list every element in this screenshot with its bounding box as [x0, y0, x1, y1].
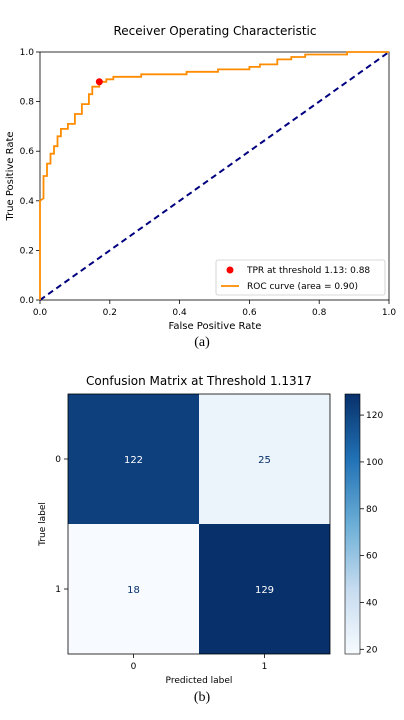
- cm-cell-value: 25: [258, 455, 271, 466]
- cm-cell: [199, 394, 330, 524]
- legend-entry-curve: ROC curve (area = 0.90): [247, 282, 358, 292]
- roc-legend: TPR at threshold 1.13: 0.88 ROC curve (a…: [215, 259, 386, 296]
- cm-x-tick-label: 0: [131, 662, 137, 672]
- cm-cell: [199, 524, 330, 654]
- chance-diagonal-line: [39, 51, 390, 301]
- roc-x-tick-label: 1.0: [382, 308, 397, 318]
- cm-y-ticks: 01: [55, 455, 68, 595]
- colorbar-tick-label: 120: [366, 411, 383, 421]
- legend-entry-marker: TPR at threshold 1.13: 0.88: [246, 266, 370, 276]
- roc-curve-line: [39, 51, 389, 300]
- colorbar-tick-label: 20: [366, 645, 378, 655]
- roc-y-tick-label: 0.0: [20, 296, 35, 306]
- colorbar-ticks: 20 40 60 80 100 120: [360, 411, 383, 655]
- colorbar-tick-label: 40: [366, 598, 378, 608]
- colorbar-tick-label: 80: [366, 505, 378, 515]
- cm-frame: [67, 393, 331, 655]
- roc-y-axis-label: True Positive Rate: [5, 131, 16, 221]
- colorbar: [344, 393, 361, 655]
- roc-y-tick-label: 1.0: [20, 48, 35, 58]
- cm-x-axis-label: Predicted label: [166, 676, 233, 686]
- caption-a: (a): [194, 335, 210, 350]
- roc-x-axis-label: False Positive Rate: [169, 321, 262, 332]
- roc-x-tick-label: 0.8: [312, 308, 327, 318]
- roc-x-tick-label: 0.4: [172, 308, 187, 318]
- roc-y-tick-label: 0.8: [20, 98, 35, 108]
- roc-chart: Receiver Operating Characteristic 0.0 0.2…: [5, 24, 396, 350]
- roc-x-ticks: 0.0 0.2 0.4 0.6 0.8 1.0: [33, 300, 397, 318]
- cm-cell-value: 18: [127, 585, 140, 596]
- roc-title: Receiver Operating Characteristic: [113, 24, 316, 38]
- cm-y-tick-label: 0: [55, 455, 61, 465]
- cm-y-tick-label: 1: [55, 585, 61, 595]
- roc-y-tick-label: 0.4: [20, 197, 35, 207]
- roc-y-ticks: 0.0 0.2 0.4 0.6 0.8 1.0: [20, 48, 40, 306]
- cm-cell: [68, 524, 199, 654]
- roc-x-tick-label: 0.6: [242, 308, 257, 318]
- cm-cells: 122 25 18 129: [68, 394, 330, 654]
- roc-x-tick-label: 0.2: [103, 308, 117, 318]
- cm-cell-value: 129: [255, 585, 274, 596]
- confusion-matrix-chart: Confusion Matrix at Threshold 1.1317 122…: [38, 374, 383, 705]
- caption-b: (b): [194, 690, 211, 705]
- threshold-marker-point: [95, 78, 103, 86]
- colorbar-tick-label: 100: [366, 458, 383, 468]
- roc-x-tick-label: 0.0: [33, 308, 48, 318]
- cm-cell-value: 122: [124, 455, 143, 466]
- roc-plot-frame: [39, 51, 390, 301]
- roc-y-tick-label: 0.2: [20, 246, 34, 256]
- legend-marker-swatch: [226, 266, 234, 274]
- cm-title: Confusion Matrix at Threshold 1.1317: [86, 374, 312, 388]
- roc-y-tick-label: 0.6: [20, 147, 35, 157]
- cm-cell: [68, 394, 199, 524]
- legend-box: [215, 259, 386, 296]
- cm-x-tick-label: 1: [262, 662, 268, 672]
- colorbar-tick-label: 60: [366, 552, 378, 562]
- cm-y-axis-label: True label: [38, 502, 48, 547]
